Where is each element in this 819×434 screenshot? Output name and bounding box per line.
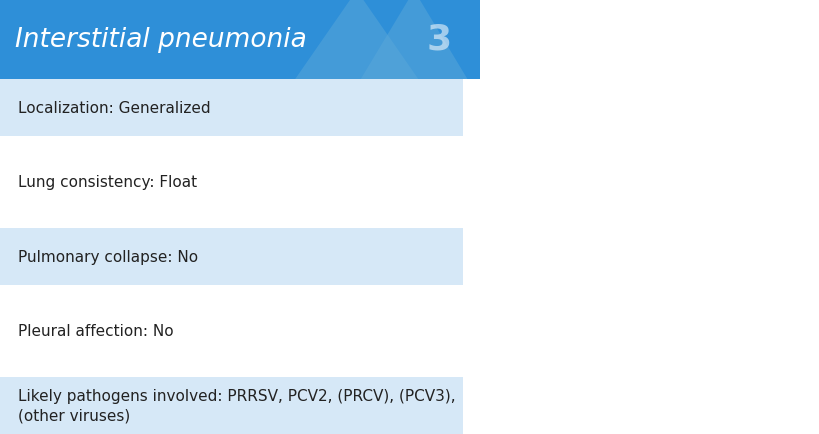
Text: 3: 3	[426, 23, 450, 57]
Text: Pleural affection: No: Pleural affection: No	[18, 324, 174, 339]
Polygon shape	[360, 0, 467, 80]
Text: Interstitial pneumonia: Interstitial pneumonia	[15, 27, 306, 53]
Text: Likely pathogens involved: PRRSV, PCV2, (PRCV), (PCV3),
(other viruses): Likely pathogens involved: PRRSV, PCV2, …	[18, 388, 455, 423]
Text: Pulmonary collapse: No: Pulmonary collapse: No	[18, 250, 198, 264]
FancyBboxPatch shape	[0, 228, 463, 285]
FancyBboxPatch shape	[0, 80, 463, 137]
Polygon shape	[295, 0, 418, 80]
FancyBboxPatch shape	[463, 0, 819, 434]
Text: Localization: Generalized: Localization: Generalized	[18, 101, 210, 116]
FancyBboxPatch shape	[0, 154, 463, 211]
Text: Lung consistency: Float: Lung consistency: Float	[18, 175, 197, 190]
FancyBboxPatch shape	[0, 377, 463, 434]
FancyBboxPatch shape	[0, 0, 479, 80]
FancyBboxPatch shape	[0, 303, 463, 360]
